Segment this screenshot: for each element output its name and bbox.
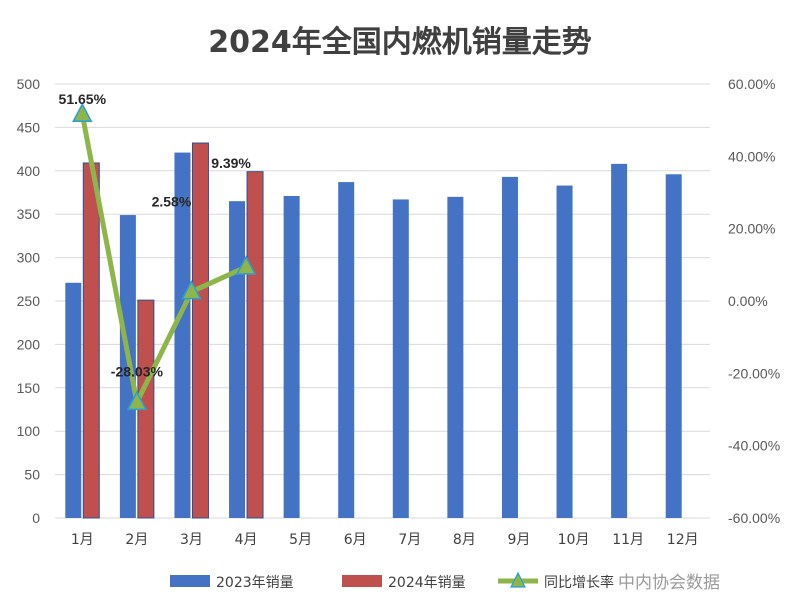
y-tick-label: 400 [17,163,41,179]
bar-2023 [392,199,409,518]
growth-line [79,113,248,405]
y-tick-label: 100 [17,423,41,439]
legend-swatch [170,575,210,587]
legend-swatch [342,575,382,587]
bar-2024 [191,142,209,519]
y2-tick-label: 0.00% [728,293,768,309]
growth-data-label: 51.65% [59,91,107,107]
x-tick-label: 6月 [344,532,367,548]
legend-label: 2024年销量 [388,575,466,591]
growth-data-label: 9.39% [211,155,251,171]
x-tick-label: 1月 [71,532,94,548]
y-tick-label: 500 [17,76,41,92]
y2-tick-label: 60.00% [728,76,775,92]
bar-series [65,142,682,519]
growth-data-label: -28.03% [111,363,164,379]
y-tick-label: 0 [32,510,40,526]
y2-tick-label: 20.00% [728,221,775,237]
y2-tick-label: 40.00% [728,148,775,164]
x-tick-label: 5月 [289,532,312,548]
legend-marker [510,571,526,588]
bar-2023 [65,282,82,518]
line-series [72,102,257,411]
bar-2024 [246,171,264,519]
bar-2023 [501,176,518,518]
y-tick-label: 150 [17,380,41,396]
y-tick-label: 200 [17,336,41,352]
x-tick-label: 3月 [180,532,203,548]
x-tick-label: 2月 [125,532,148,548]
bar-2023 [447,196,464,518]
y-tick-label: 450 [17,119,41,135]
gridlines [55,83,710,519]
x-tick-label: 9月 [507,532,530,548]
y-tick-label: 250 [17,293,41,309]
x-axis: 1月 2月 3月 4月 5月 6月 7月 8月 9月 10月 11月 12月 [71,532,699,548]
y2-tick-label: -20.00% [728,365,780,381]
growth-marker [181,280,202,300]
legend-label: 2023年销量 [216,575,294,591]
y-tick-label: 350 [17,206,41,222]
x-tick-label: 12月 [667,532,699,548]
y-axis-left: 0 50 100 150 200 250 300 350 400 450 500 [17,76,41,526]
bar-2023 [611,163,628,518]
data-labels: 51.65% -28.03% 2.58% 9.39% [59,91,252,379]
growth-marker [235,255,257,275]
chart-title: 2024年全国内燃机销量走势 [208,25,592,60]
x-tick-label: 10月 [558,532,590,548]
bar-2023 [283,195,300,519]
x-tick-label: 7月 [398,532,421,548]
y-tick-label: 300 [17,250,41,266]
y-tick-label: 50 [24,467,40,483]
y2-tick-label: -40.00% [728,438,780,454]
y2-tick-label: -60.00% [728,510,780,526]
growth-data-label: 2.58% [152,194,192,210]
x-tick-label: 8月 [453,532,476,548]
bar-2023 [338,182,355,519]
growth-marker [72,102,93,122]
bar-2023 [174,152,191,518]
x-tick-label: 11月 [612,532,644,548]
legend: 2023年销量 2024年销量 同比增长率 [170,571,614,591]
watermark: 中内协会数据 [618,573,720,593]
bar-2024 [82,162,100,519]
x-tick-label: 4月 [235,532,258,548]
bar-2023 [665,174,682,518]
bar-2023 [229,201,246,518]
growth-marker [126,390,148,411]
bar-2023 [556,185,573,518]
y-axis-right: -60.00% -40.00% -20.00% 0.00% 20.00% 40.00% 60… [728,76,780,526]
legend-label: 同比增长率 [544,574,614,591]
